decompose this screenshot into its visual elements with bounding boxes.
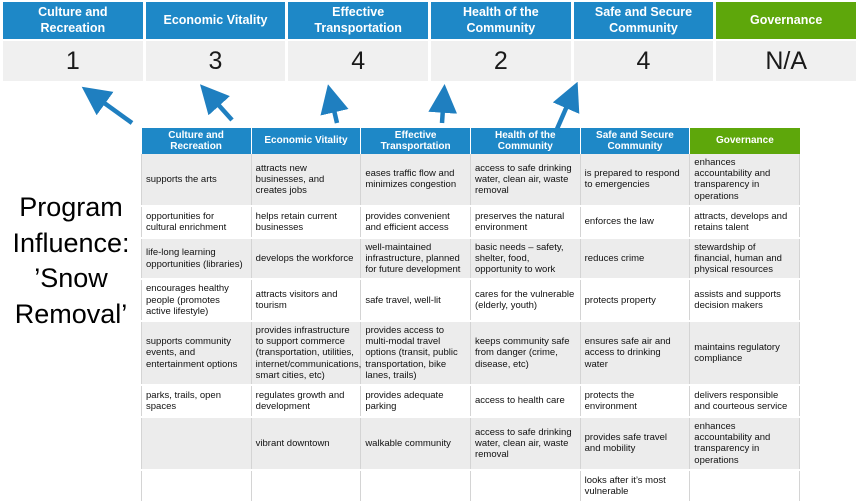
matrix-cell: access to health care <box>470 385 581 419</box>
matrix-cell: basic needs – safety, shelter, food, opp… <box>470 237 581 281</box>
matrix-cell: enhances accountability and transparency… <box>689 154 800 207</box>
banner-cell-culture-and-recreation: Culture and Recreation <box>3 2 143 39</box>
matrix-cell: provides infrastructure to support comme… <box>251 321 362 387</box>
banner-cell-safe-and-secure-community: Safe and Secure Community <box>573 2 714 39</box>
matrix-cell: enforces the law <box>580 205 691 239</box>
matrix-cell: develops the workforce <box>251 237 362 281</box>
matrix-cell: life-long learning opportunities (librar… <box>141 237 252 281</box>
banner-cell-governance: Governance <box>716 2 856 39</box>
banner-label: Effective Transportation <box>314 4 402 35</box>
matrix-header-culture-and-recreation: Culture and Recreation <box>141 128 252 154</box>
matrix-header-effective-transportation: Effective Transportation <box>360 128 471 154</box>
up-arrow-icon <box>320 84 349 124</box>
matrix-row: looks after it’s most vulnerable <box>141 469 800 503</box>
matrix-header-economic-vitality: Economic Vitality <box>251 128 362 154</box>
matrix-cell: protects the environment <box>580 385 691 419</box>
matrix-cell: well-maintained infrastructure, planned … <box>360 237 471 281</box>
matrix-body: supports the arts attracts new businesses… <box>141 154 800 503</box>
matrix-cell: walkable community <box>360 417 471 471</box>
matrix-cell: looks after it’s most vulnerable <box>580 469 691 503</box>
score-cell-effective-transportation: 4 <box>288 41 428 81</box>
matrix-cell: reduces crime <box>580 237 691 281</box>
score-value: N/A <box>765 46 807 75</box>
matrix-cell: delivers responsible and courteous servi… <box>689 385 800 419</box>
up-arrow-icon <box>199 84 234 122</box>
score-row: 1 3 4 2 4 N/A <box>3 41 856 81</box>
matrix-cell: keeps community safe from danger (crime,… <box>470 321 581 387</box>
score-cell-safe-and-secure-community: 4 <box>573 41 714 81</box>
matrix-cell <box>360 469 471 503</box>
matrix-row: supports the arts attracts new businesses… <box>141 154 800 207</box>
matrix-cell: regulates growth and development <box>251 385 362 419</box>
matrix-header-governance: Governance <box>689 128 800 154</box>
score-cell-economic-vitality: 3 <box>145 41 286 81</box>
matrix-row: life-long learning opportunities (librar… <box>141 237 800 281</box>
matrix-cell: opportunities for cultural enrichment <box>141 205 252 239</box>
matrix-cell <box>141 417 252 471</box>
matrix-cell: maintains regulatory compliance <box>689 321 800 387</box>
score-cell-governance: N/A <box>716 41 856 81</box>
matrix-row: opportunities for cultural enrichment hel… <box>141 205 800 239</box>
matrix-cell <box>251 469 362 503</box>
banner-cell-effective-transportation: Effective Transportation <box>288 2 428 39</box>
banner-label: Safe and Secure Community <box>594 4 693 35</box>
matrix-cell: access to safe drinking water, clean air… <box>470 154 581 207</box>
matrix-cell: parks, trails, open spaces <box>141 385 252 419</box>
matrix-cell: provides safe travel and mobility <box>580 417 691 471</box>
score-value: 4 <box>636 46 651 75</box>
banner-label: Culture and Recreation <box>38 4 108 35</box>
up-arrow-icon <box>428 84 458 124</box>
matrix-cell: provides access to multi-modal travel op… <box>360 321 471 387</box>
matrix-cell: cares for the vulnerable (elderly, youth… <box>470 279 581 323</box>
category-banner: Culture and Recreation Economic Vitality… <box>3 2 856 39</box>
matrix-cell <box>689 469 800 503</box>
matrix-cell: protects property <box>580 279 691 323</box>
matrix-header-health-of-the-community: Health of the Community <box>470 128 581 154</box>
matrix-cell: access to safe drinking water, clean air… <box>470 417 581 471</box>
matrix-cell: assists and supports decision makers <box>689 279 800 323</box>
matrix-cell: helps retain current businesses <box>251 205 362 239</box>
matrix-row: supports community events, and entertain… <box>141 321 800 387</box>
matrix-cell: ensures safe air and access to drinking … <box>580 321 691 387</box>
matrix-row: vibrant downtown walkable community access… <box>141 417 800 471</box>
score-cell-health-of-the-community: 2 <box>431 41 571 81</box>
banner-label: Economic Vitality <box>163 12 268 27</box>
matrix-cell: provides adequate parking <box>360 385 471 419</box>
matrix-cell <box>470 469 581 503</box>
matrix-cell: enhances accountability and transparency… <box>689 417 800 471</box>
matrix-row: encourages healthy people (promotes acti… <box>141 279 800 323</box>
banner-cell-economic-vitality: Economic Vitality <box>145 2 286 39</box>
influence-arrows-icon <box>81 82 580 130</box>
matrix-cell: preserves the natural environment <box>470 205 581 239</box>
program-influence-title: Program Influence: ’Snow Removal’ <box>12 192 130 329</box>
matrix-cell: attracts visitors and tourism <box>251 279 362 323</box>
banner-label: Governance <box>750 12 823 27</box>
banner-cell-health-of-the-community: Health of the Community <box>431 2 571 39</box>
matrix-row: parks, trails, open spaces regulates grow… <box>141 385 800 419</box>
matrix-cell: provides convenient and efficient access <box>360 205 471 239</box>
matrix-cell: attracts new businesses, and creates job… <box>251 154 362 207</box>
matrix-cell: safe travel, well-lit <box>360 279 471 323</box>
matrix-cell: supports the arts <box>141 154 252 207</box>
matrix-cell: stewardship of financial, human and phys… <box>689 237 800 281</box>
matrix-cell: is prepared to respond to emergencies <box>580 154 691 207</box>
matrix-cell: encourages healthy people (promotes acti… <box>141 279 252 323</box>
slide-canvas: Culture and Recreation Economic Vitality… <box>3 2 856 503</box>
score-value: 2 <box>493 46 508 75</box>
score-cell-culture-and-recreation: 1 <box>3 41 143 81</box>
matrix-cell: attracts, develops and retains talent <box>689 205 800 239</box>
matrix-cell: supports community events, and entertain… <box>141 321 252 387</box>
score-value: 4 <box>351 46 366 75</box>
matrix-cell: vibrant downtown <box>251 417 362 471</box>
matrix-header-row: Culture and Recreation Economic Vitality… <box>141 128 800 154</box>
score-value: 3 <box>208 46 223 75</box>
influence-matrix: Culture and Recreation Economic Vitality… <box>141 128 800 503</box>
matrix-cell <box>141 469 252 503</box>
banner-label: Health of the Community <box>462 4 539 35</box>
up-arrow-icon <box>552 82 580 130</box>
up-arrow-icon <box>81 86 134 125</box>
score-value: 1 <box>65 46 80 75</box>
matrix-cell: eases traffic flow and minimizes congest… <box>360 154 471 207</box>
matrix-header-safe-and-secure-community: Safe and Secure Community <box>580 128 691 154</box>
